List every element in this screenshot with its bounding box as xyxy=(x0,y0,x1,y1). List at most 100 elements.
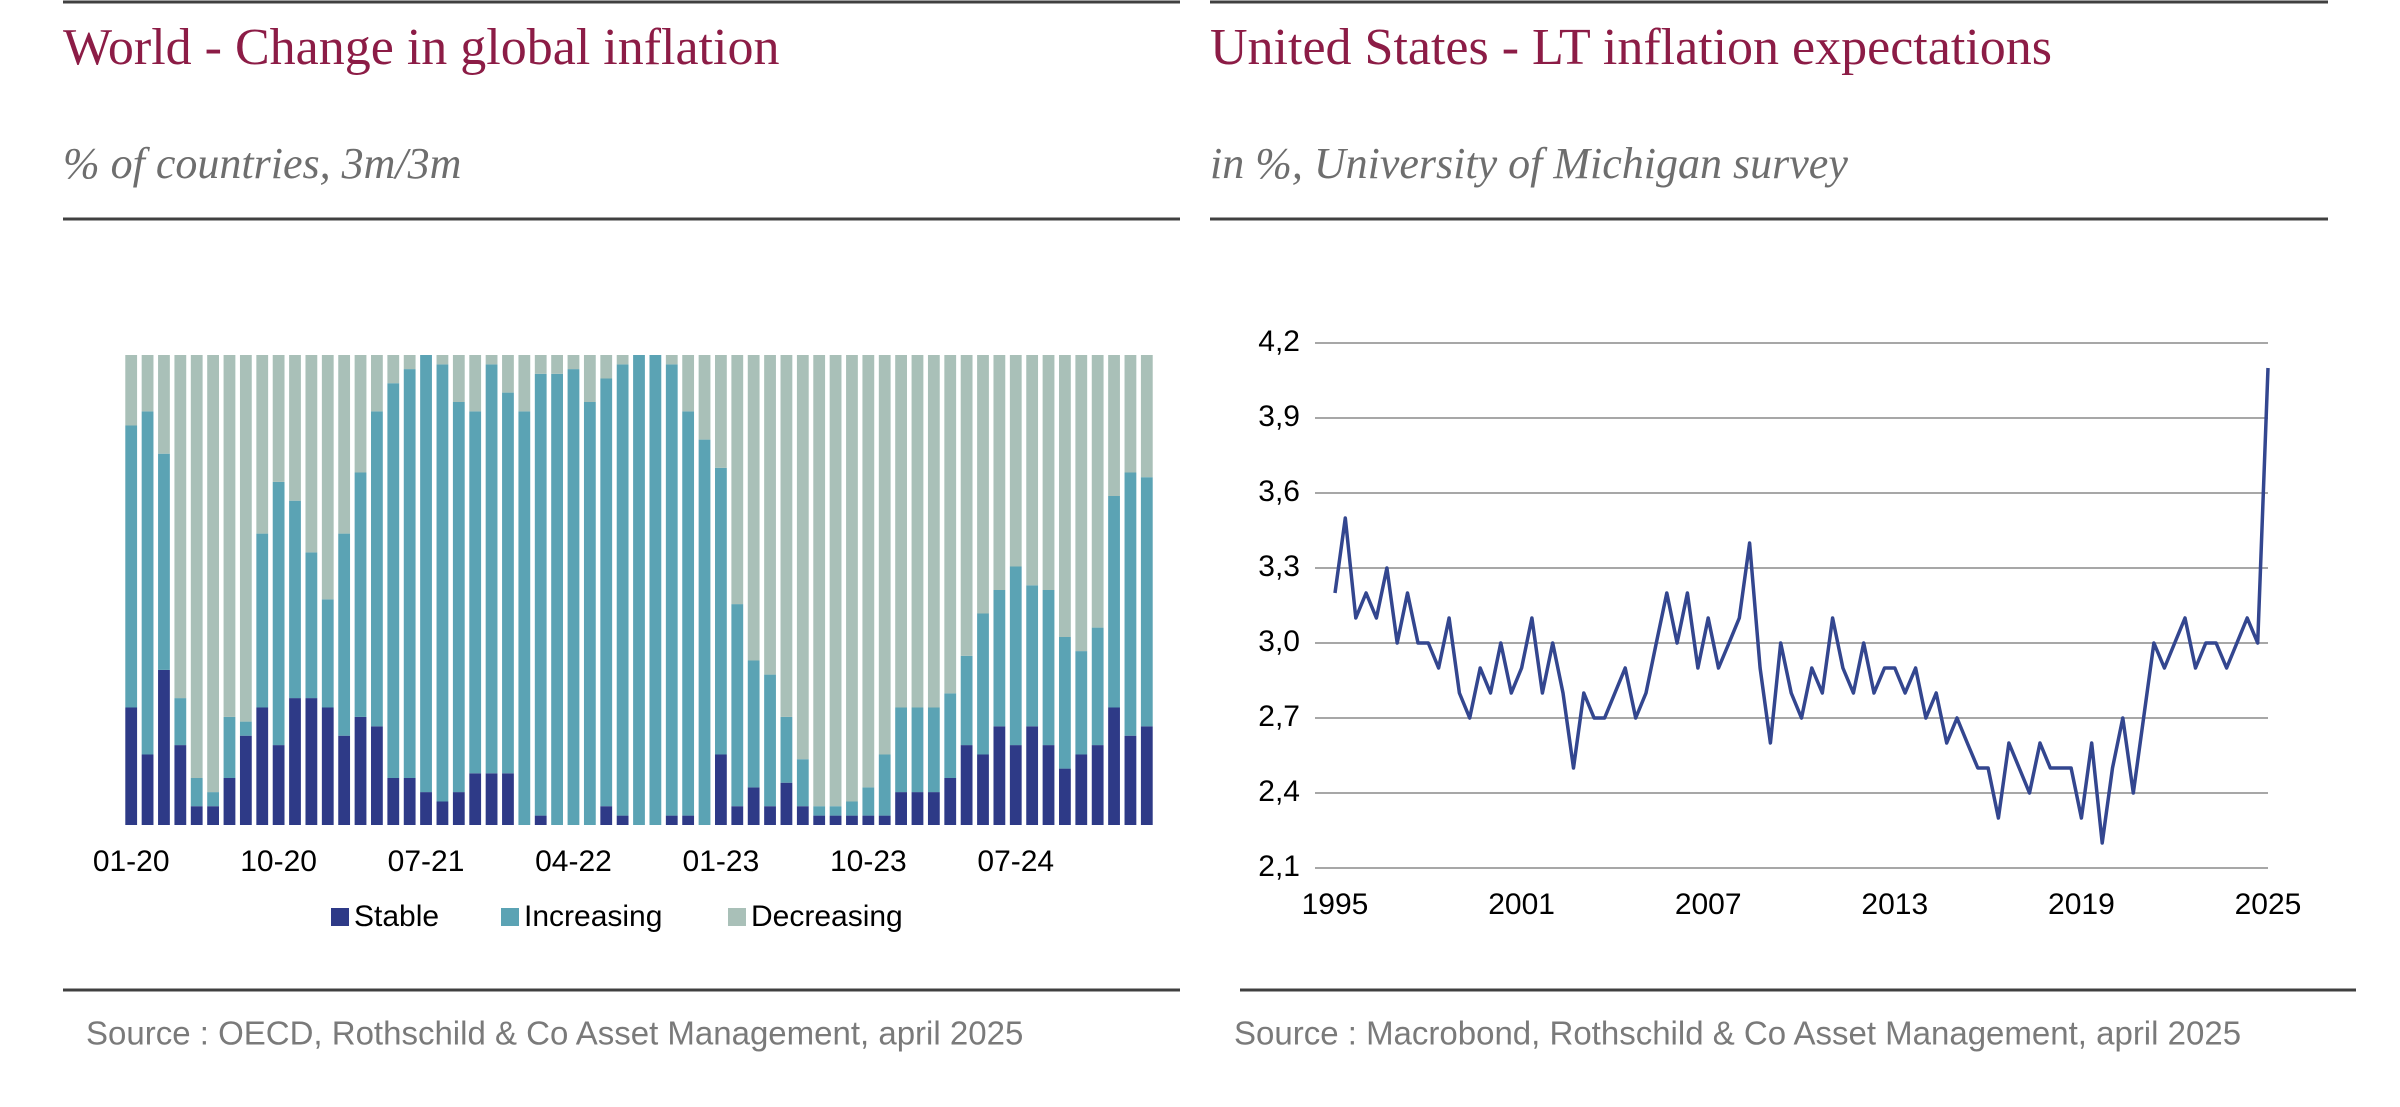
bar-segment xyxy=(731,355,744,605)
bar-segment xyxy=(1009,355,1022,567)
x-tick-label: 2025 xyxy=(2235,888,2302,921)
bar-segment xyxy=(239,735,252,825)
bar-segment xyxy=(158,453,170,670)
bar-segment xyxy=(256,707,269,825)
bar-segment xyxy=(764,806,776,825)
bar-segment xyxy=(862,355,875,788)
bar-segment xyxy=(305,698,318,825)
bar-segment xyxy=(485,364,498,774)
x-tick-label: 2007 xyxy=(1675,888,1742,921)
bar-segment xyxy=(289,698,301,825)
bar-segment xyxy=(846,801,858,816)
legend-label: Stable xyxy=(354,900,439,933)
bar-segment xyxy=(141,355,154,412)
bar-segment xyxy=(125,707,138,825)
bar-segment xyxy=(502,392,514,774)
bar-segment xyxy=(665,364,678,816)
bar-segment xyxy=(567,369,580,825)
legend-label: Decreasing xyxy=(751,900,903,933)
bar-segment xyxy=(174,698,187,746)
y-tick-label: 4,2 xyxy=(1258,325,1300,358)
bar-segment xyxy=(469,773,482,825)
bar-segment xyxy=(944,778,957,825)
bar-segment xyxy=(502,773,514,825)
bar-segment xyxy=(715,754,727,825)
bar-segment xyxy=(600,806,613,825)
bar-segment xyxy=(1026,355,1039,586)
bar-segment xyxy=(682,355,695,412)
bar-segment xyxy=(764,674,776,807)
bar-segment xyxy=(616,355,629,365)
x-tick-label: 07-21 xyxy=(388,845,465,878)
bar-segment xyxy=(289,500,301,699)
bar-segment xyxy=(911,707,924,793)
bar-segment xyxy=(600,355,613,379)
bar-segment xyxy=(321,599,334,708)
bar-segment xyxy=(239,721,252,736)
x-tick-label: 01-23 xyxy=(683,845,760,878)
bar-segment xyxy=(796,806,809,825)
legend-label: Increasing xyxy=(524,900,662,933)
bar-segment xyxy=(551,373,563,825)
bar-segment xyxy=(911,792,924,825)
x-tick-label: 10-23 xyxy=(830,845,907,878)
bar-segment xyxy=(174,355,187,699)
bar-segment xyxy=(780,355,793,717)
bar-segment xyxy=(305,552,318,699)
bar-segment xyxy=(878,355,891,755)
bar-segment xyxy=(665,355,678,365)
bar-segment xyxy=(403,778,416,825)
bar-segment xyxy=(1026,726,1039,825)
bar-segment xyxy=(305,355,318,553)
bar-segment xyxy=(567,355,580,370)
y-tick-label: 3,0 xyxy=(1258,625,1300,658)
bar-segment xyxy=(1009,566,1022,746)
bar-segment xyxy=(747,660,760,788)
chart-title: World - Change in global inflation xyxy=(63,19,779,76)
x-tick-label: 07-24 xyxy=(977,845,1054,878)
bar-segment xyxy=(1091,355,1104,628)
x-tick-label: 2019 xyxy=(2048,888,2115,921)
bar-segment xyxy=(1042,355,1055,590)
bar-segment xyxy=(223,355,236,717)
bar-segment xyxy=(698,439,711,825)
bar-segment xyxy=(715,467,727,755)
bar-segment xyxy=(289,355,301,501)
bar-segment xyxy=(813,815,826,825)
bar-segment xyxy=(387,355,400,384)
bar-segment xyxy=(796,355,809,760)
bar-segment xyxy=(452,402,465,793)
bar-segment xyxy=(927,707,940,793)
bar-segment xyxy=(403,369,416,778)
bar-segment xyxy=(207,792,219,807)
bar-segment xyxy=(239,355,252,722)
bar-segment xyxy=(125,355,138,426)
bar-segment xyxy=(256,355,269,534)
bar-segment xyxy=(485,773,498,825)
bar-segment xyxy=(207,806,219,825)
bar-segment xyxy=(911,355,924,708)
bar-segment xyxy=(190,778,203,807)
chart-subtitle: % of countries, 3m/3m xyxy=(63,139,461,188)
bar-segment xyxy=(1108,355,1120,496)
bar-segment xyxy=(272,481,285,746)
bar-segment xyxy=(485,355,498,365)
bar-segment xyxy=(993,355,1006,590)
bar-segment xyxy=(1009,745,1022,825)
bar-segment xyxy=(174,745,187,825)
bar-segment xyxy=(338,533,351,736)
bar-segment xyxy=(616,364,629,816)
bar-segment xyxy=(1075,754,1088,825)
legend-swatch xyxy=(331,908,349,926)
bar-segment xyxy=(452,355,465,402)
bar-segment xyxy=(518,355,531,412)
bar-segment xyxy=(796,759,809,807)
bar-segment xyxy=(846,815,858,825)
bar-segment xyxy=(387,383,400,778)
bar-segment xyxy=(1026,585,1039,727)
bar-segment xyxy=(944,693,957,778)
bar-segment xyxy=(993,726,1006,825)
bar-segment xyxy=(747,787,760,825)
bar-segment xyxy=(977,355,989,614)
